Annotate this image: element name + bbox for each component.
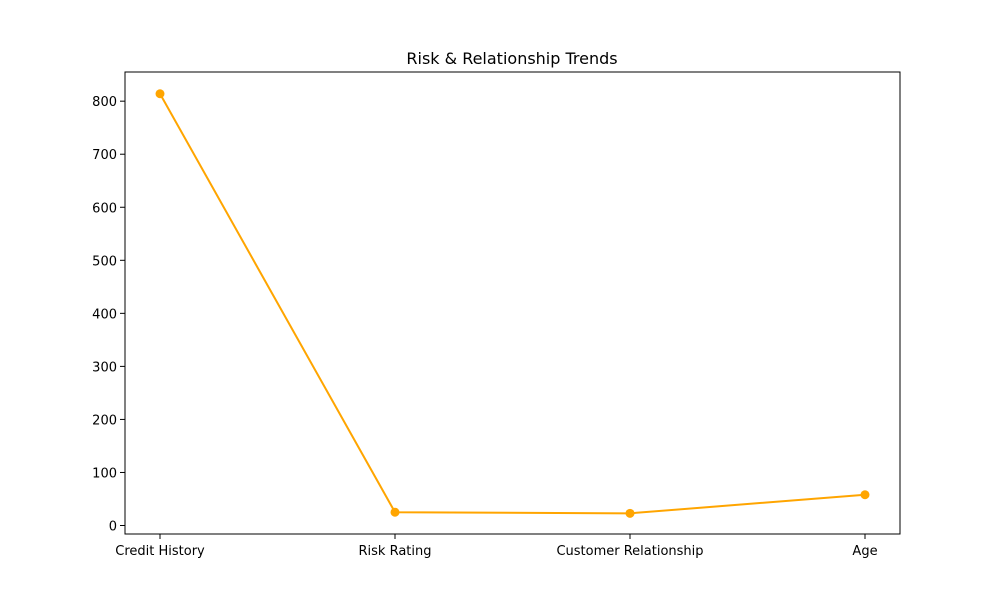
series-line (159, 93, 866, 515)
y-tick-label: 700 (92, 148, 117, 163)
data-point (625, 508, 635, 518)
y-tick-label: 200 (92, 413, 117, 428)
data-point (390, 507, 400, 517)
y-tick-label: 400 (92, 307, 117, 322)
y-tick-label: 300 (92, 360, 117, 375)
x-tick-label: Credit History (115, 544, 205, 559)
data-point (155, 89, 165, 99)
plot-frame (124, 71, 901, 535)
x-tick-label: Age (852, 544, 877, 559)
y-tick-label: 800 (92, 95, 117, 110)
chart-title: Risk & Relationship Trends (406, 49, 617, 68)
y-tick-label: 0 (109, 520, 117, 535)
x-tick-label: Risk Rating (359, 544, 432, 559)
series-layer (155, 89, 870, 518)
axes: 0 100 200 300 400 500 600 700 800 Credit History R… (92, 95, 877, 559)
x-tick-label: Customer Relationship (556, 544, 703, 559)
y-tick-label: 500 (92, 254, 117, 269)
data-point (860, 490, 870, 500)
y-tick-label: 100 (92, 466, 117, 481)
y-tick-label: 600 (92, 201, 117, 216)
